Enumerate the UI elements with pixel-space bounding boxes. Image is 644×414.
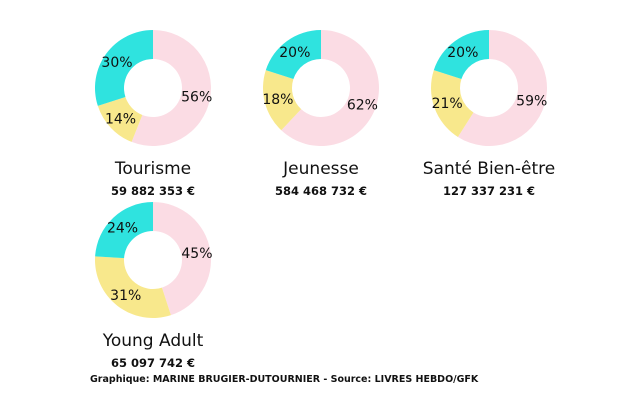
chart-total: 127 337 231 € [442, 184, 536, 198]
slice-value-label: 62% [347, 97, 378, 113]
donut-slice [433, 30, 489, 80]
donut-slice [265, 30, 321, 80]
slice-value-label: 14% [105, 111, 136, 127]
donut-tourisme-svg: 56% 14% 30% [95, 30, 212, 146]
slice-value-label: 24% [107, 221, 138, 237]
donut-chart-young-adult: 45% 31% 24% Young Adult 65 097 742 € [73, 196, 233, 386]
slice-value-label: 20% [447, 45, 478, 61]
slice-value-label: 20% [279, 45, 310, 61]
chart-title: Tourisme [114, 159, 192, 179]
donut-slice [95, 30, 153, 106]
source-credit: Graphique: MARINE BRUGIER-DUTOURNIER - S… [90, 374, 479, 385]
slice-value-label: 18% [262, 92, 293, 108]
chart-total: 584 468 732 € [274, 184, 368, 198]
slice-value-label: 45% [181, 246, 212, 262]
slice-value-label: 21% [432, 96, 463, 112]
donut-slice [153, 202, 212, 316]
slice-value-label: 56% [181, 89, 212, 105]
chart-total: 65 097 742 € [110, 356, 196, 370]
donut-slice [95, 256, 171, 318]
slice-value-label: 59% [516, 93, 547, 109]
slice-value-label: 30% [101, 55, 132, 71]
donut-chart-jeunesse: 62% 18% 20% Jeunesse 584 468 732 € [241, 24, 401, 214]
donut-jeunesse-svg: 62% 18% 20% [262, 30, 379, 146]
donut-young-adult-svg: 45% 31% 24% [95, 202, 213, 318]
donut-slice [263, 70, 302, 131]
chart-title: Jeunesse [283, 159, 359, 179]
donut-chart-sante-bien-etre: 59% 21% 20% Santé Bien-être 127 337 231 € [409, 24, 569, 214]
chart-title: Santé Bien-être [422, 159, 556, 179]
chart-title: Young Adult [102, 331, 204, 351]
donut-chart-tourisme: 56% 14% 30% Tourisme 59 882 353 € [73, 24, 233, 214]
donut-slice [97, 96, 143, 142]
chart-total: 59 882 353 € [110, 184, 196, 198]
donut-slice [431, 70, 474, 137]
donut-slice [95, 202, 153, 259]
donut-slice [457, 30, 547, 146]
donut-slice [131, 30, 212, 146]
donut-sante-svg: 59% 21% 20% [431, 30, 547, 146]
slice-value-label: 31% [110, 288, 141, 304]
donut-slice [281, 30, 379, 146]
